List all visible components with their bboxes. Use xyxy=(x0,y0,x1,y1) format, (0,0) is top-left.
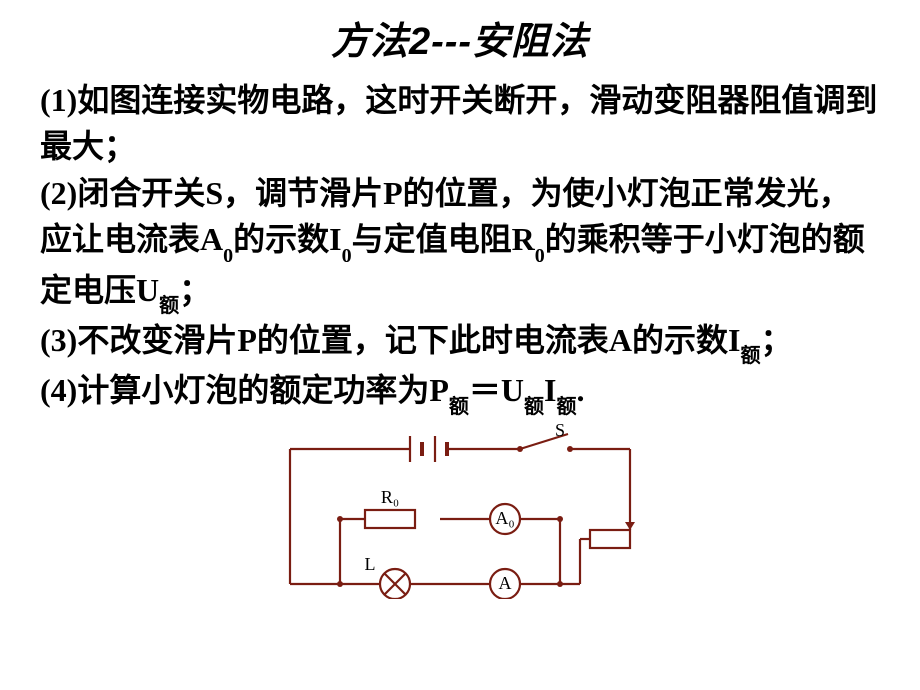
step2-sub1: 0 xyxy=(223,245,233,267)
svg-text:A: A xyxy=(499,573,512,593)
step4-c: I xyxy=(544,372,556,408)
step4-b: ＝U xyxy=(469,372,524,408)
step3-b: ； xyxy=(760,322,792,358)
svg-text:R₀: R₀ xyxy=(381,487,399,507)
page-title: 方法2---安阻法 xyxy=(40,10,880,65)
step3-sub1: 额 xyxy=(740,345,760,367)
step2-sub4: 额 xyxy=(159,295,179,317)
step4-sub1: 额 xyxy=(449,396,469,418)
step4-sub2: 额 xyxy=(524,396,544,418)
svg-text:S: S xyxy=(555,424,565,440)
svg-text:L: L xyxy=(365,554,376,574)
circuit-diagram: S A₀ R₀ A L xyxy=(260,424,660,599)
step2-b: 的示数I xyxy=(233,221,341,257)
svg-text:A₀: A₀ xyxy=(495,508,514,528)
step2-c: 与定值电阻R xyxy=(352,221,535,257)
step4-sub3: 额 xyxy=(556,396,576,418)
step2-sub3: 0 xyxy=(535,245,545,267)
step4-d: . xyxy=(576,372,584,408)
step4-a: (4)计算小灯泡的额定功率为P xyxy=(40,372,449,408)
step2-e: ； xyxy=(179,272,211,308)
step1: (1)如图连接实物电路，这时开关断开，滑动变阻器阻值调到最大； xyxy=(40,82,877,164)
step2-sub2: 0 xyxy=(342,245,352,267)
step3-a: (3)不改变滑片P的位置，记下此时电流表A的示数I xyxy=(40,322,740,358)
content-body: (1)如图连接实物电路，这时开关断开，滑动变阻器阻值调到最大； (2)闭合开关S… xyxy=(40,77,880,418)
